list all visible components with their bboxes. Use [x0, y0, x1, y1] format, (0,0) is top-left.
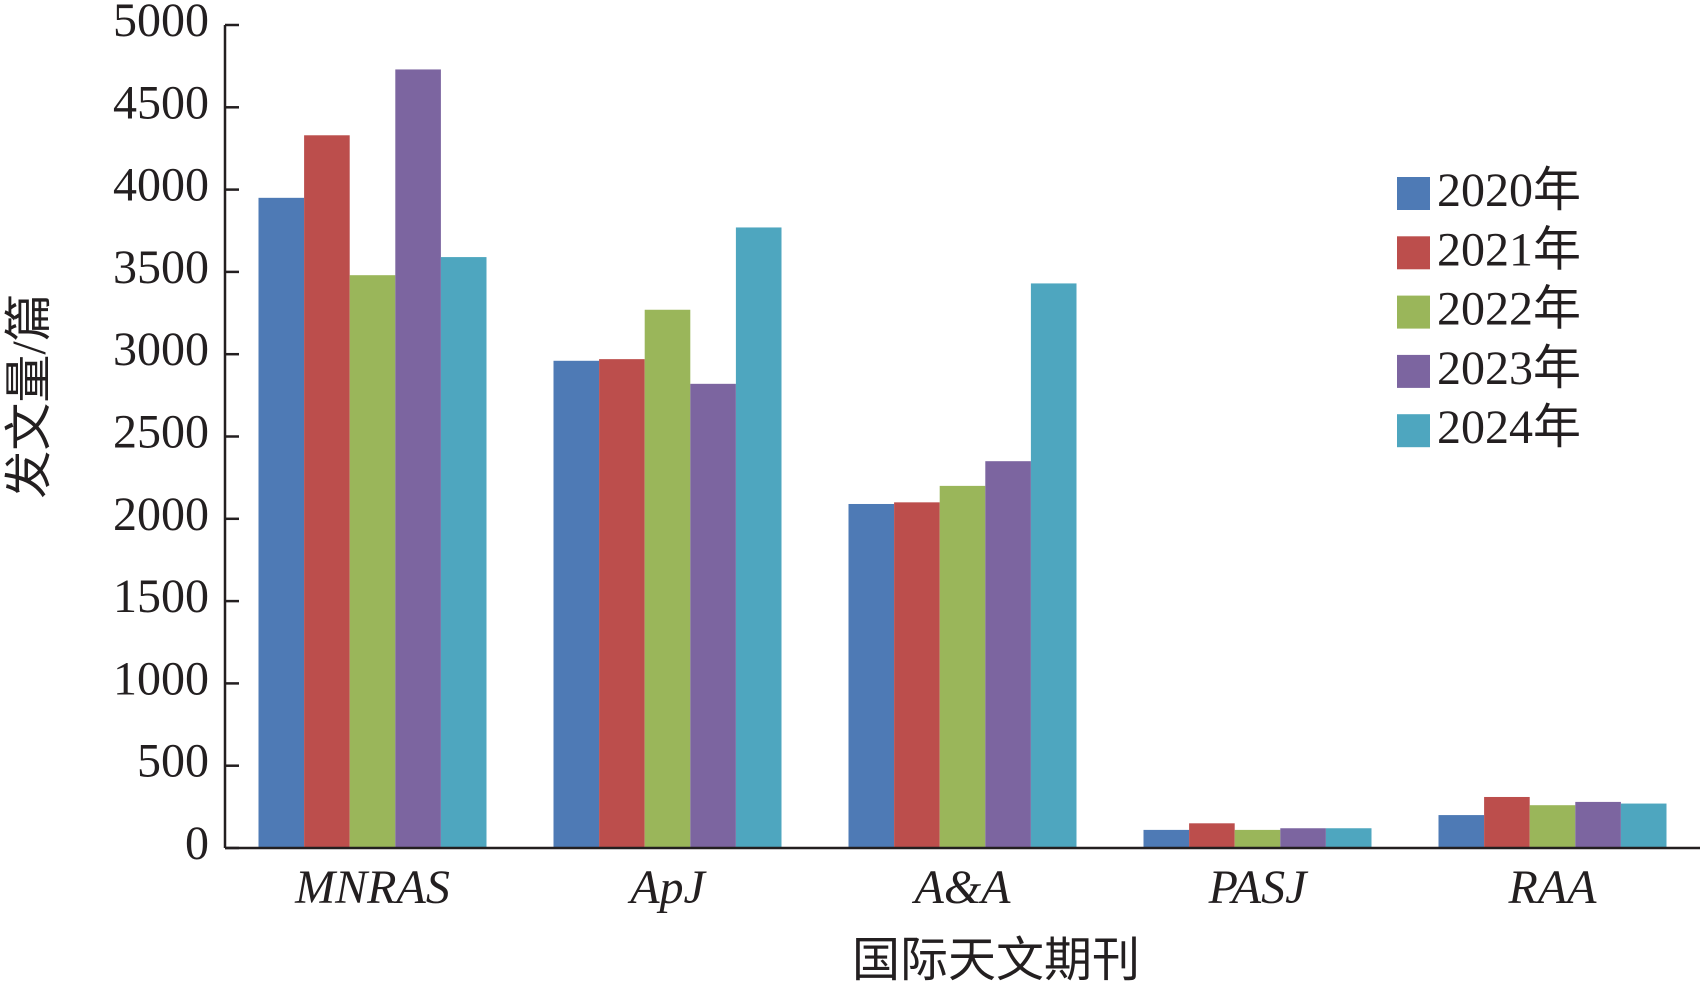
y-tick-label: 1000 — [113, 652, 209, 705]
legend-label: 2021年 — [1437, 223, 1581, 276]
bar — [1575, 801, 1621, 848]
bar — [1484, 796, 1530, 848]
bar — [1189, 823, 1235, 848]
bar — [553, 360, 600, 848]
legend-swatch — [1397, 236, 1430, 270]
y-tick-label: 4500 — [113, 76, 209, 129]
bar — [599, 359, 645, 848]
bar — [985, 461, 1031, 848]
legend-swatch — [1397, 414, 1430, 448]
legend-label: 2022年 — [1437, 283, 1581, 336]
legend-swatch — [1397, 354, 1430, 388]
bar — [1234, 829, 1281, 848]
bar — [1438, 815, 1485, 848]
y-tick-label: 0 — [185, 817, 209, 870]
legend-swatch — [1397, 295, 1430, 329]
x-tick-label: PASJ — [1208, 861, 1309, 914]
x-tick-label: A&A — [912, 861, 1012, 914]
legend-label: 2024年 — [1437, 401, 1581, 454]
bar — [735, 227, 782, 848]
legend-label: 2023年 — [1437, 342, 1581, 395]
bar — [690, 383, 736, 848]
y-tick-label: 2500 — [113, 406, 209, 459]
y-tick-label: 2000 — [113, 488, 209, 541]
y-tick-label: 5000 — [113, 0, 209, 47]
bar — [894, 502, 940, 848]
y-tick-label: 4000 — [113, 159, 209, 212]
bar — [1030, 283, 1077, 848]
bar — [258, 197, 305, 848]
x-tick-label: ApJ — [627, 861, 707, 914]
bar — [440, 257, 487, 848]
bar — [939, 485, 986, 848]
y-tick-label: 3500 — [113, 241, 209, 294]
legend-swatch — [1397, 177, 1430, 210]
legend-label: 2020年 — [1437, 164, 1581, 217]
bar — [1529, 805, 1576, 848]
x-axis-title: 国际天文期刊 — [852, 934, 1140, 987]
bar — [1620, 803, 1667, 848]
bar — [1325, 828, 1372, 848]
bar — [395, 69, 441, 848]
x-tick-label: RAA — [1508, 861, 1598, 914]
bar — [1280, 828, 1326, 848]
y-tick-label: 500 — [137, 735, 209, 788]
x-tick-label: MNRAS — [294, 861, 450, 914]
y-tick-label: 3000 — [113, 323, 209, 376]
bar — [1143, 829, 1190, 848]
y-tick-label: 1500 — [113, 570, 209, 623]
bar — [349, 275, 396, 848]
bar — [644, 309, 691, 848]
bar — [848, 503, 895, 848]
bar — [304, 135, 350, 849]
y-axis-title: 发文量/篇 — [3, 293, 56, 498]
